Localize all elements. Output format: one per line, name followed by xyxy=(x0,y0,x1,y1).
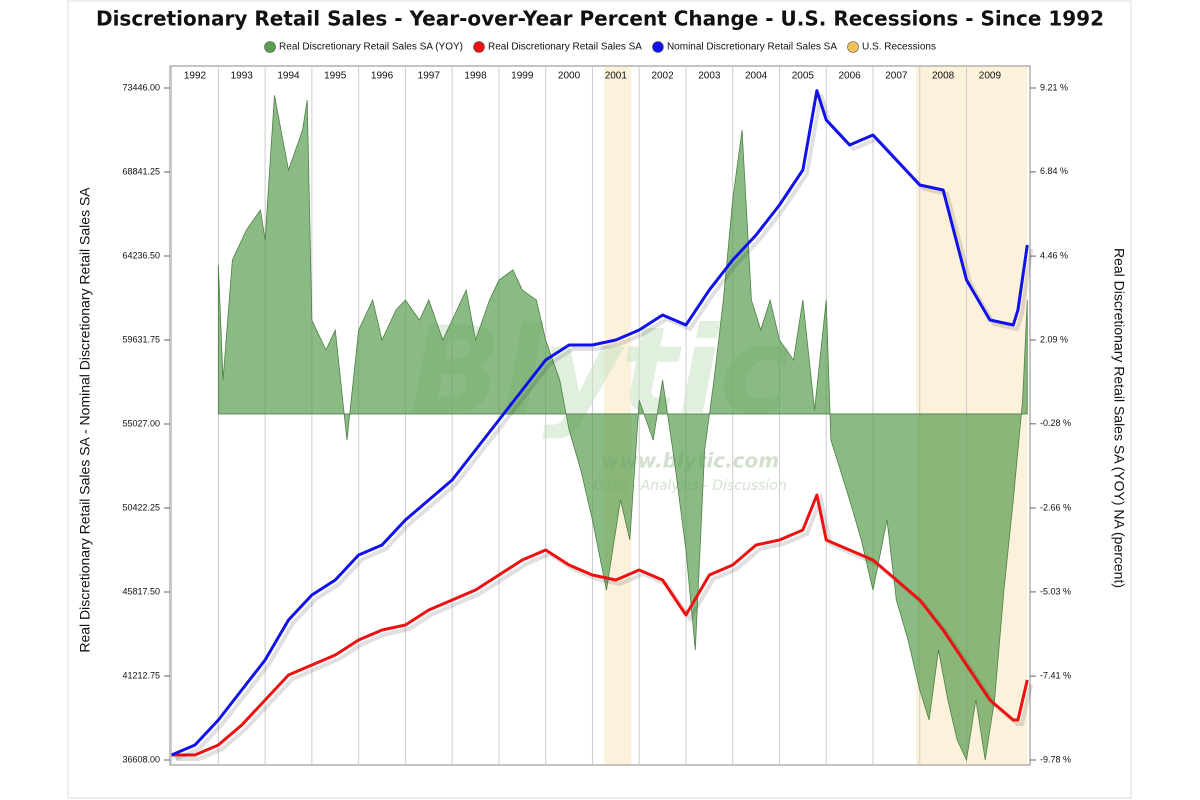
x-tick-label: 2008 xyxy=(932,71,955,82)
x-tick-label: 1998 xyxy=(464,71,487,82)
chart-title: Discretionary Retail Sales - Year-over-Y… xyxy=(96,7,1104,31)
y2-axis-title: Real Discretionary Retail Sales SA (YOY)… xyxy=(1111,248,1127,588)
y2-tick-label: -2.66 % xyxy=(1040,502,1071,512)
y-tick-label: 64236.50 xyxy=(122,250,160,260)
x-tick-label: 2003 xyxy=(698,71,721,82)
x-tick-label: 2004 xyxy=(745,71,768,82)
legend-label: U.S. Recessions xyxy=(862,42,936,53)
y2-tick-label: -9.78 % xyxy=(1040,754,1071,764)
line xyxy=(171,493,1029,757)
plot xyxy=(171,89,1034,762)
legend-label: Real Discretionary Retail Sales SA (YOY) xyxy=(279,42,463,53)
legend-label: Nominal Discretionary Retail Sales SA xyxy=(667,42,837,53)
y2-tick-label: -5.03 % xyxy=(1040,586,1071,596)
x-tick-label: 1997 xyxy=(418,71,441,82)
legend-item: U.S. Recessions xyxy=(847,41,936,53)
y-axis-title: Real Discretionary Retail Sales SA - Nom… xyxy=(77,187,93,653)
y-tick-label: 73446.00 xyxy=(122,82,160,92)
x-tick-label: 2006 xyxy=(838,71,861,82)
legend-label: Real Discretionary Retail Sales SA xyxy=(488,42,642,53)
x-tick-label: 1993 xyxy=(231,71,254,82)
x-tick-label: 1994 xyxy=(277,71,300,82)
x-tick-label: 2007 xyxy=(885,71,908,82)
y2-tick-label: 9.21 % xyxy=(1040,82,1068,92)
y-tick-label: 68841.25 xyxy=(122,166,160,176)
x-tick-label: 2005 xyxy=(792,71,815,82)
x-tick-label: 2001 xyxy=(605,71,628,82)
y-tick-label: 59631.75 xyxy=(122,334,160,344)
x-tick-label: 1999 xyxy=(511,71,534,82)
y-tick-label: 45817.50 xyxy=(122,586,160,596)
y2-tick-label: 4.46 % xyxy=(1040,250,1068,260)
frame xyxy=(67,0,1132,799)
legend-marker xyxy=(264,41,276,53)
y2-tick-label: 6.84 % xyxy=(1040,166,1068,176)
line xyxy=(171,89,1029,757)
x-tick-label: 1996 xyxy=(371,71,394,82)
legend-item: Nominal Discretionary Retail Sales SA xyxy=(652,41,837,53)
legend-marker xyxy=(652,41,664,53)
legend-marker xyxy=(473,41,485,53)
y2-tick-label: -0.28 % xyxy=(1040,418,1071,428)
x-tick-label: 2009 xyxy=(979,71,1002,82)
y-tick-label: 50422.25 xyxy=(122,502,160,512)
legend: Real Discretionary Retail Sales SA (YOY)… xyxy=(264,41,936,53)
y-tick-label: 36608.00 xyxy=(122,754,160,764)
y2-tick-label: 2.09 % xyxy=(1040,334,1068,344)
area xyxy=(217,95,1028,762)
y-tick-label: 55027.00 xyxy=(122,418,160,428)
x-tick-label: 1995 xyxy=(324,71,347,82)
y2-tick-label: -7.41 % xyxy=(1040,671,1071,681)
x-tick-label: 2000 xyxy=(558,71,581,82)
legend-item: Real Discretionary Retail Sales SA (YOY) xyxy=(264,41,463,53)
y-tick-label: 41212.75 xyxy=(122,670,160,680)
legend-item: Real Discretionary Retail Sales SA xyxy=(473,41,642,53)
x-tick-label: 2002 xyxy=(651,71,674,82)
legend-marker xyxy=(847,41,859,53)
x-tick-label: 1992 xyxy=(184,71,207,82)
